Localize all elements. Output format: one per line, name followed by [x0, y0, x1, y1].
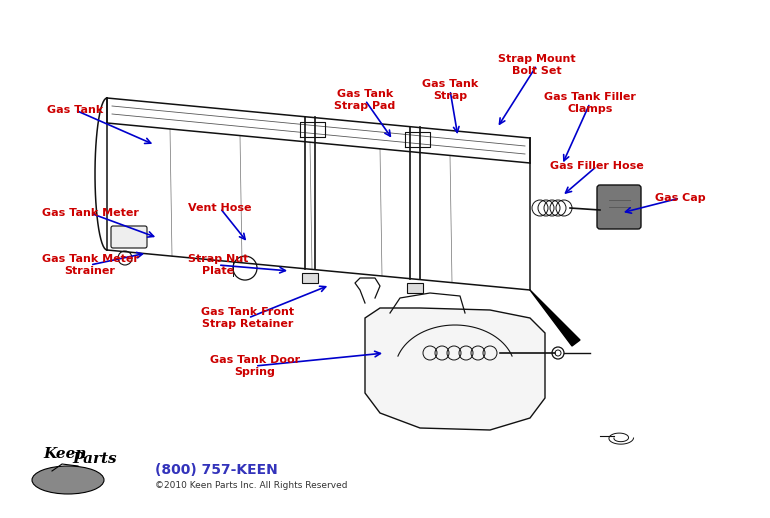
Text: Parts: Parts — [72, 452, 117, 466]
Text: (800) 757-KEEN: (800) 757-KEEN — [155, 463, 278, 477]
Text: Gas Tank
Strap Pad: Gas Tank Strap Pad — [334, 89, 396, 111]
FancyBboxPatch shape — [111, 226, 147, 248]
Text: Gas Filler Hose: Gas Filler Hose — [550, 161, 644, 171]
Text: Vent Hose: Vent Hose — [188, 203, 252, 213]
Text: Keen: Keen — [43, 447, 87, 461]
Text: Gas Tank Meter
Strainer: Gas Tank Meter Strainer — [42, 254, 139, 276]
Text: Strap Mount
Bolt Set: Strap Mount Bolt Set — [498, 54, 576, 76]
Polygon shape — [365, 308, 545, 430]
Text: Gas Tank Meter: Gas Tank Meter — [42, 208, 139, 218]
Text: Gas Tank Door
Spring: Gas Tank Door Spring — [210, 355, 300, 377]
Bar — [407, 283, 423, 293]
Text: ©2010 Keen Parts Inc. All Rights Reserved: ©2010 Keen Parts Inc. All Rights Reserve… — [155, 482, 347, 491]
Bar — [302, 273, 318, 283]
Text: Gas Cap: Gas Cap — [654, 193, 705, 203]
FancyBboxPatch shape — [597, 185, 641, 229]
Text: Strap Nut
Plate: Strap Nut Plate — [188, 254, 248, 276]
Text: Gas Tank Front
Strap Retainer: Gas Tank Front Strap Retainer — [202, 307, 295, 329]
Ellipse shape — [32, 466, 104, 494]
Text: Gas Tank: Gas Tank — [47, 105, 103, 115]
Text: Gas Tank
Strap: Gas Tank Strap — [422, 79, 478, 101]
Text: Gas Tank Filler
Clamps: Gas Tank Filler Clamps — [544, 92, 636, 114]
Polygon shape — [530, 290, 580, 346]
